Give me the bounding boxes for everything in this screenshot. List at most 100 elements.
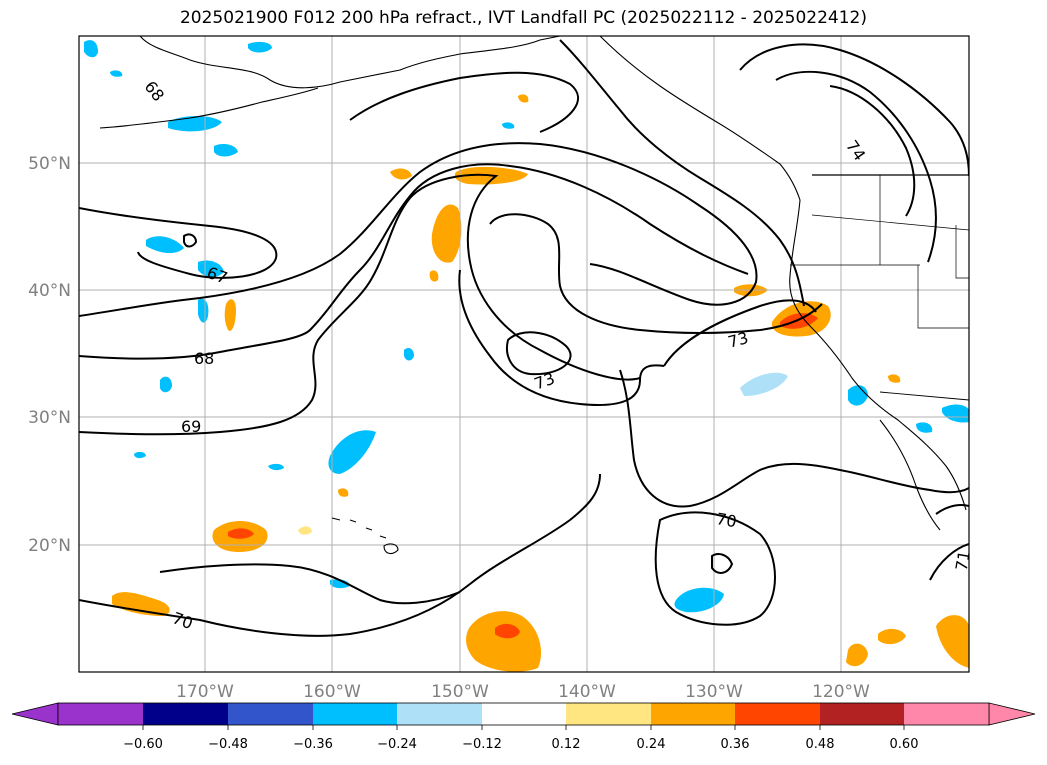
lon-label: 140°W (558, 682, 616, 702)
colorbar-segment (904, 703, 989, 725)
negative-anomaly-patch (268, 463, 284, 471)
colorbar-tick-label: −0.48 (208, 737, 248, 752)
lat-label: 50°N (28, 154, 71, 174)
plot-area (79, 36, 969, 672)
positive-anomaly-patch (224, 299, 236, 331)
contour-label: 71 (952, 549, 974, 572)
latitude-labels: 50°N 40°N 30°N 20°N (28, 154, 71, 556)
positive-anomaly-patch (338, 488, 349, 497)
colorbar-tick-label: 0.12 (552, 737, 581, 752)
hawaii-islands (331, 517, 399, 555)
colorbar-tick-label: −0.12 (462, 737, 502, 752)
contour-line (79, 207, 278, 279)
plot-frame (78, 35, 970, 673)
state-boundary (790, 175, 969, 329)
lat-label: 40°N (28, 281, 71, 301)
refractivity-contours (79, 39, 969, 637)
colorbar-segment (397, 703, 482, 725)
contour-line (458, 269, 665, 406)
contour-line (79, 173, 641, 436)
us-west-coast (789, 199, 967, 511)
contour-line (506, 331, 572, 376)
contour-line (159, 563, 461, 605)
colorbar-tick-label: −0.60 (123, 737, 163, 752)
colorbar-segment (58, 703, 143, 725)
positive-anomaly-patch (431, 204, 462, 263)
colorbar-tick-label: 0.24 (637, 737, 666, 752)
lon-label: 150°W (431, 682, 489, 702)
colorbar: −0.60 −0.48 −0.36 −0.24 −0.12 0.12 0.24 … (11, 702, 1036, 752)
negative-anomaly-patch (674, 587, 724, 613)
contour-line (929, 543, 969, 581)
negative-anomaly-patch (214, 144, 238, 157)
contour-line (79, 142, 758, 317)
colorbar-extend-high (988, 702, 1036, 726)
lat-label: 30°N (28, 408, 71, 428)
contour-line (79, 473, 601, 637)
aleutian-chain (99, 87, 319, 129)
negative-anomaly-patch (168, 116, 222, 132)
negative-anomaly-patch (134, 451, 146, 459)
contour-label: 73 (726, 328, 751, 352)
contour-line (739, 43, 969, 177)
lon-label: 160°W (303, 682, 361, 702)
negative-anomaly-patch (328, 430, 376, 474)
negative-anomaly-patch (146, 236, 184, 254)
contour-line (79, 163, 749, 360)
contour-label: 68 (194, 349, 214, 368)
colorbar-segment (143, 703, 228, 725)
positive-anomaly-patch (112, 592, 170, 616)
negative-anomaly-patch (942, 404, 969, 423)
contour-line (711, 553, 734, 574)
lat-label: 20°N (28, 536, 71, 556)
contour-line (829, 85, 916, 217)
negative-anomaly-patch (198, 298, 209, 323)
colorbar-outline (57, 702, 990, 726)
colorbar-segment (820, 703, 904, 725)
contour-line (559, 39, 805, 307)
negative-anomaly-patch (84, 40, 98, 58)
baja-coast (879, 419, 941, 531)
colorbar-segment (228, 703, 313, 725)
contour-line (349, 71, 580, 133)
positive-anomaly-patch (390, 168, 412, 180)
negative-anomaly-patch (502, 122, 515, 129)
positive-anomaly-patch (298, 526, 312, 535)
coastlines (99, 36, 969, 555)
mexico-border (879, 391, 969, 401)
positive-anomaly-patch (878, 628, 906, 645)
colorbar-ticks (142, 725, 905, 730)
negative-anomaly-patch (916, 422, 933, 433)
colorbar-extend-low (11, 702, 59, 726)
negative-anomaly-patch (160, 376, 172, 393)
negative-anomaly-patch (110, 70, 123, 77)
colorbar-tick-label: 0.36 (721, 737, 750, 752)
contour-line (654, 511, 776, 626)
positive-anomaly-patch (429, 270, 439, 282)
positive-anomaly-patch (466, 611, 542, 672)
lon-label: 130°W (685, 682, 743, 702)
colorbar-segment (735, 703, 820, 725)
alaska-coast (139, 36, 561, 89)
map-title: 2025021900 F012 200 hPa refract., IVT La… (179, 8, 867, 28)
positive-anomaly-patch (936, 615, 969, 668)
contour-line (775, 70, 937, 263)
negative-anomaly-patch (404, 348, 414, 361)
negative-anomaly-patch (248, 41, 272, 53)
negative-anomaly-patch (740, 372, 788, 396)
colorbar-segment (313, 703, 397, 725)
positive-anomaly-patch (888, 374, 901, 383)
positive-anomaly-core (228, 528, 254, 539)
graticule (79, 36, 969, 672)
negative-anomaly-patch (330, 579, 350, 589)
colorbar-tick-label: −0.36 (293, 737, 333, 752)
colorbar-segment (482, 703, 566, 725)
colorbar-segment (566, 703, 651, 725)
positive-anomaly-patch (846, 643, 868, 667)
contour-line (619, 369, 969, 508)
colorbar-segment (651, 703, 735, 725)
contour-line (663, 299, 817, 367)
contour-line (183, 233, 198, 248)
contour-label: 70 (715, 509, 738, 531)
positive-anomaly-patch (518, 94, 529, 103)
